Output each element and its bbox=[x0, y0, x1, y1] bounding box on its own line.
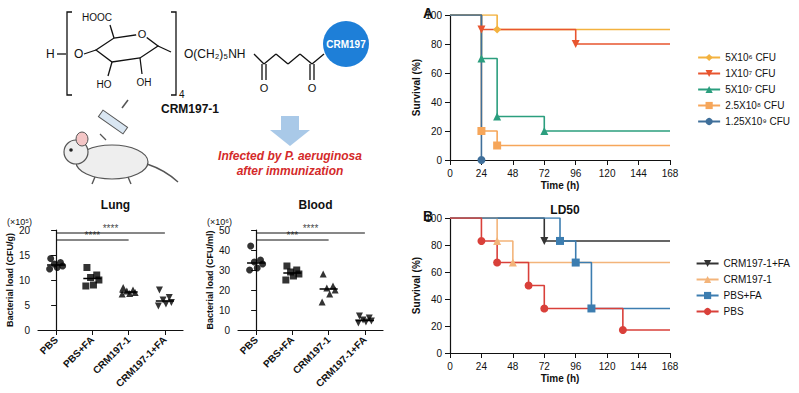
svg-text:5: 5 bbox=[24, 300, 30, 311]
svg-text:O: O bbox=[138, 28, 147, 40]
svg-text:CRM197-1+FA: CRM197-1+FA bbox=[114, 334, 169, 389]
svg-text:****: **** bbox=[85, 230, 101, 241]
svg-text:O: O bbox=[74, 47, 83, 61]
svg-text:CRM197-1: CRM197-1 bbox=[90, 334, 133, 376]
svg-text:Bacterial load (CFU/ml): Bacterial load (CFU/ml) bbox=[205, 230, 215, 329]
svg-text:80: 80 bbox=[431, 39, 443, 50]
svg-text:after immunization: after immunization bbox=[237, 164, 344, 178]
svg-text:10: 10 bbox=[219, 305, 231, 316]
svg-text:CRM197-1: CRM197-1 bbox=[290, 334, 333, 376]
svg-text:48: 48 bbox=[507, 168, 519, 179]
svg-text:60: 60 bbox=[431, 68, 443, 79]
svg-text:20: 20 bbox=[18, 224, 30, 236]
svg-text:5X10⁷ CFU: 5X10⁷ CFU bbox=[725, 84, 775, 95]
svg-text:Time (h): Time (h) bbox=[541, 373, 580, 384]
svg-text:Infected by P. aeruginosa: Infected by P. aeruginosa bbox=[218, 149, 362, 163]
svg-text:0: 0 bbox=[447, 361, 453, 372]
svg-text:CRM197-1+FA: CRM197-1+FA bbox=[314, 334, 369, 389]
svg-text:1X10⁷ CFU: 1X10⁷ CFU bbox=[725, 68, 775, 79]
svg-text:PBS+FA: PBS+FA bbox=[724, 290, 762, 301]
svg-text:30: 30 bbox=[219, 265, 231, 276]
svg-text:50: 50 bbox=[218, 224, 230, 236]
svg-text:PBS: PBS bbox=[724, 306, 744, 317]
svg-text:100: 100 bbox=[425, 9, 442, 21]
svg-text:Bacterial load (CFU/g): Bacterial load (CFU/g) bbox=[5, 233, 15, 327]
svg-text:CRM197-1+FA: CRM197-1+FA bbox=[724, 258, 791, 269]
svg-text:Time (h): Time (h) bbox=[541, 180, 580, 191]
svg-text:144: 144 bbox=[630, 361, 647, 372]
svg-text:LD50: LD50 bbox=[550, 203, 580, 217]
svg-text:4: 4 bbox=[179, 89, 185, 100]
svg-text:40: 40 bbox=[431, 97, 443, 108]
svg-text:(×10⁶): (×10⁶) bbox=[207, 217, 232, 227]
svg-text:Survival (%): Survival (%) bbox=[411, 257, 422, 314]
svg-text:40: 40 bbox=[431, 294, 443, 305]
svg-text:OH: OH bbox=[137, 77, 152, 88]
svg-text:120: 120 bbox=[599, 168, 616, 179]
svg-text:24: 24 bbox=[476, 168, 488, 179]
svg-text:(×10⁵): (×10⁵) bbox=[7, 217, 32, 227]
svg-text:B: B bbox=[423, 208, 433, 224]
svg-text:168: 168 bbox=[662, 361, 679, 372]
svg-text:0: 0 bbox=[436, 348, 442, 359]
svg-text:168: 168 bbox=[662, 168, 679, 179]
svg-text:O(CH₂)₅NH: O(CH₂)₅NH bbox=[184, 47, 245, 61]
svg-text:0: 0 bbox=[447, 168, 453, 179]
svg-text:CRM197: CRM197 bbox=[326, 39, 366, 50]
svg-text:Survival (%): Survival (%) bbox=[411, 59, 422, 116]
svg-text:2.5X10⁸ CFU: 2.5X10⁸ CFU bbox=[725, 100, 784, 111]
svg-text:20: 20 bbox=[431, 126, 443, 137]
svg-text:20: 20 bbox=[219, 285, 231, 296]
svg-text:PBS+FA: PBS+FA bbox=[61, 334, 96, 369]
svg-text:Blood: Blood bbox=[299, 198, 333, 212]
svg-text:PBS: PBS bbox=[38, 334, 61, 357]
svg-text:60: 60 bbox=[431, 267, 443, 278]
svg-text:24: 24 bbox=[476, 361, 488, 372]
svg-text:10: 10 bbox=[19, 275, 31, 286]
svg-text:96: 96 bbox=[570, 168, 582, 179]
svg-text:HO: HO bbox=[97, 79, 112, 90]
svg-text:20: 20 bbox=[431, 321, 443, 332]
svg-text:O: O bbox=[308, 82, 317, 94]
svg-text:****: **** bbox=[103, 223, 119, 234]
svg-text:5X10⁶ CFU: 5X10⁶ CFU bbox=[725, 52, 776, 63]
svg-text:HOOC: HOOC bbox=[82, 12, 112, 23]
svg-text:72: 72 bbox=[539, 361, 551, 372]
svg-text:1.25X10⁹ CFU: 1.25X10⁹ CFU bbox=[725, 116, 790, 127]
svg-text:O: O bbox=[260, 82, 269, 94]
svg-text:***: *** bbox=[287, 230, 299, 241]
svg-text:Lung: Lung bbox=[101, 198, 130, 212]
svg-text:72: 72 bbox=[539, 168, 551, 179]
svg-text:48: 48 bbox=[507, 361, 519, 372]
svg-text:0: 0 bbox=[24, 325, 30, 336]
svg-text:96: 96 bbox=[570, 361, 582, 372]
svg-text:40: 40 bbox=[219, 245, 231, 256]
svg-text:144: 144 bbox=[630, 168, 647, 179]
svg-text:PBS: PBS bbox=[238, 334, 261, 357]
svg-text:80: 80 bbox=[431, 240, 443, 251]
svg-text:****: **** bbox=[303, 223, 319, 234]
svg-text:15: 15 bbox=[19, 250, 31, 261]
svg-text:0: 0 bbox=[224, 325, 230, 336]
svg-text:120: 120 bbox=[599, 361, 616, 372]
svg-text:PBS+FA: PBS+FA bbox=[261, 334, 296, 369]
svg-text:CRM197-1: CRM197-1 bbox=[724, 274, 773, 285]
svg-text:100: 100 bbox=[425, 212, 442, 224]
svg-text:CRM197-1: CRM197-1 bbox=[161, 102, 219, 116]
svg-text:0: 0 bbox=[436, 155, 442, 166]
svg-text:A: A bbox=[423, 5, 433, 21]
svg-text:H: H bbox=[46, 47, 55, 61]
